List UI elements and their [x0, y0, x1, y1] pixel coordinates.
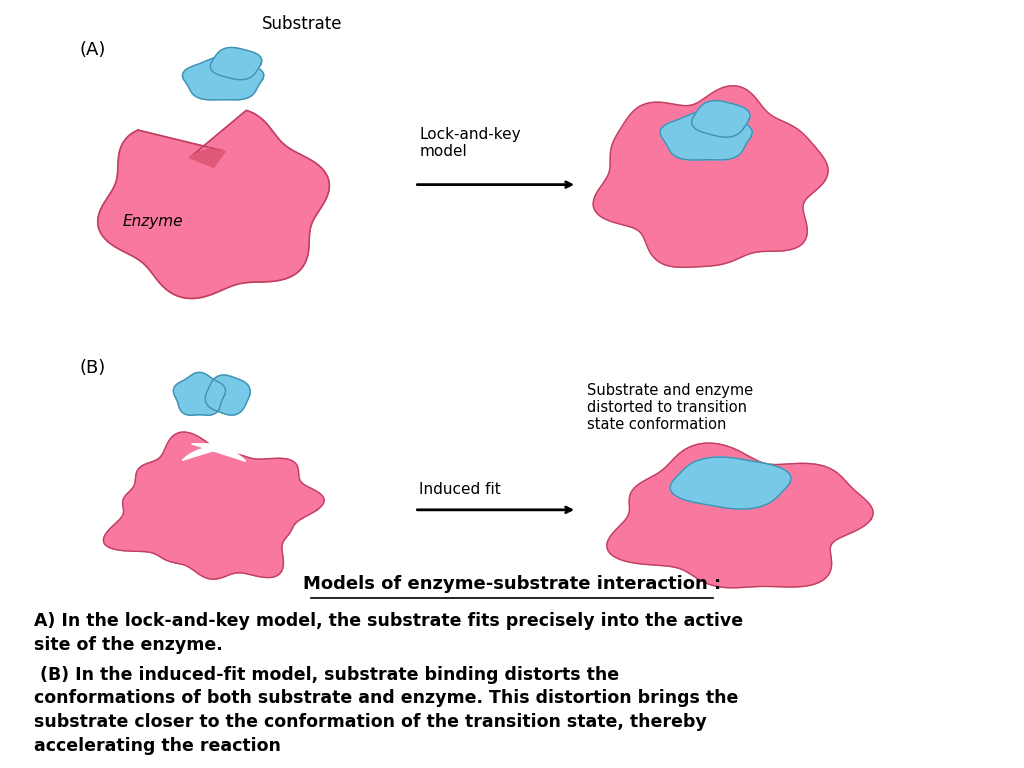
Text: Models of enzyme-substrate interaction :: Models of enzyme-substrate interaction :: [303, 575, 721, 593]
Polygon shape: [103, 432, 325, 579]
Text: A) In the lock-and-key model, the substrate fits precisely into the active
site : A) In the lock-and-key model, the substr…: [34, 612, 742, 654]
Polygon shape: [182, 57, 264, 100]
Polygon shape: [182, 444, 246, 462]
Polygon shape: [670, 457, 791, 509]
Polygon shape: [97, 111, 330, 299]
Polygon shape: [660, 111, 753, 160]
Polygon shape: [210, 48, 262, 80]
Polygon shape: [205, 375, 250, 415]
Text: Induced fit: Induced fit: [419, 482, 501, 497]
Text: Enzyme: Enzyme: [123, 214, 183, 229]
Text: Substrate and enzyme
distorted to transition
state conformation: Substrate and enzyme distorted to transi…: [587, 382, 753, 432]
Text: Substrate: Substrate: [261, 15, 342, 33]
Polygon shape: [691, 101, 750, 137]
Text: (B) In the induced-fit model, substrate binding distorts the
conformations of bo: (B) In the induced-fit model, substrate …: [34, 666, 738, 755]
Text: Lock-and-key
model: Lock-and-key model: [419, 127, 521, 159]
Text: (B): (B): [80, 359, 105, 377]
Polygon shape: [593, 86, 828, 267]
Polygon shape: [189, 150, 225, 167]
Polygon shape: [173, 372, 225, 415]
Polygon shape: [607, 443, 873, 588]
Text: (A): (A): [80, 41, 106, 59]
